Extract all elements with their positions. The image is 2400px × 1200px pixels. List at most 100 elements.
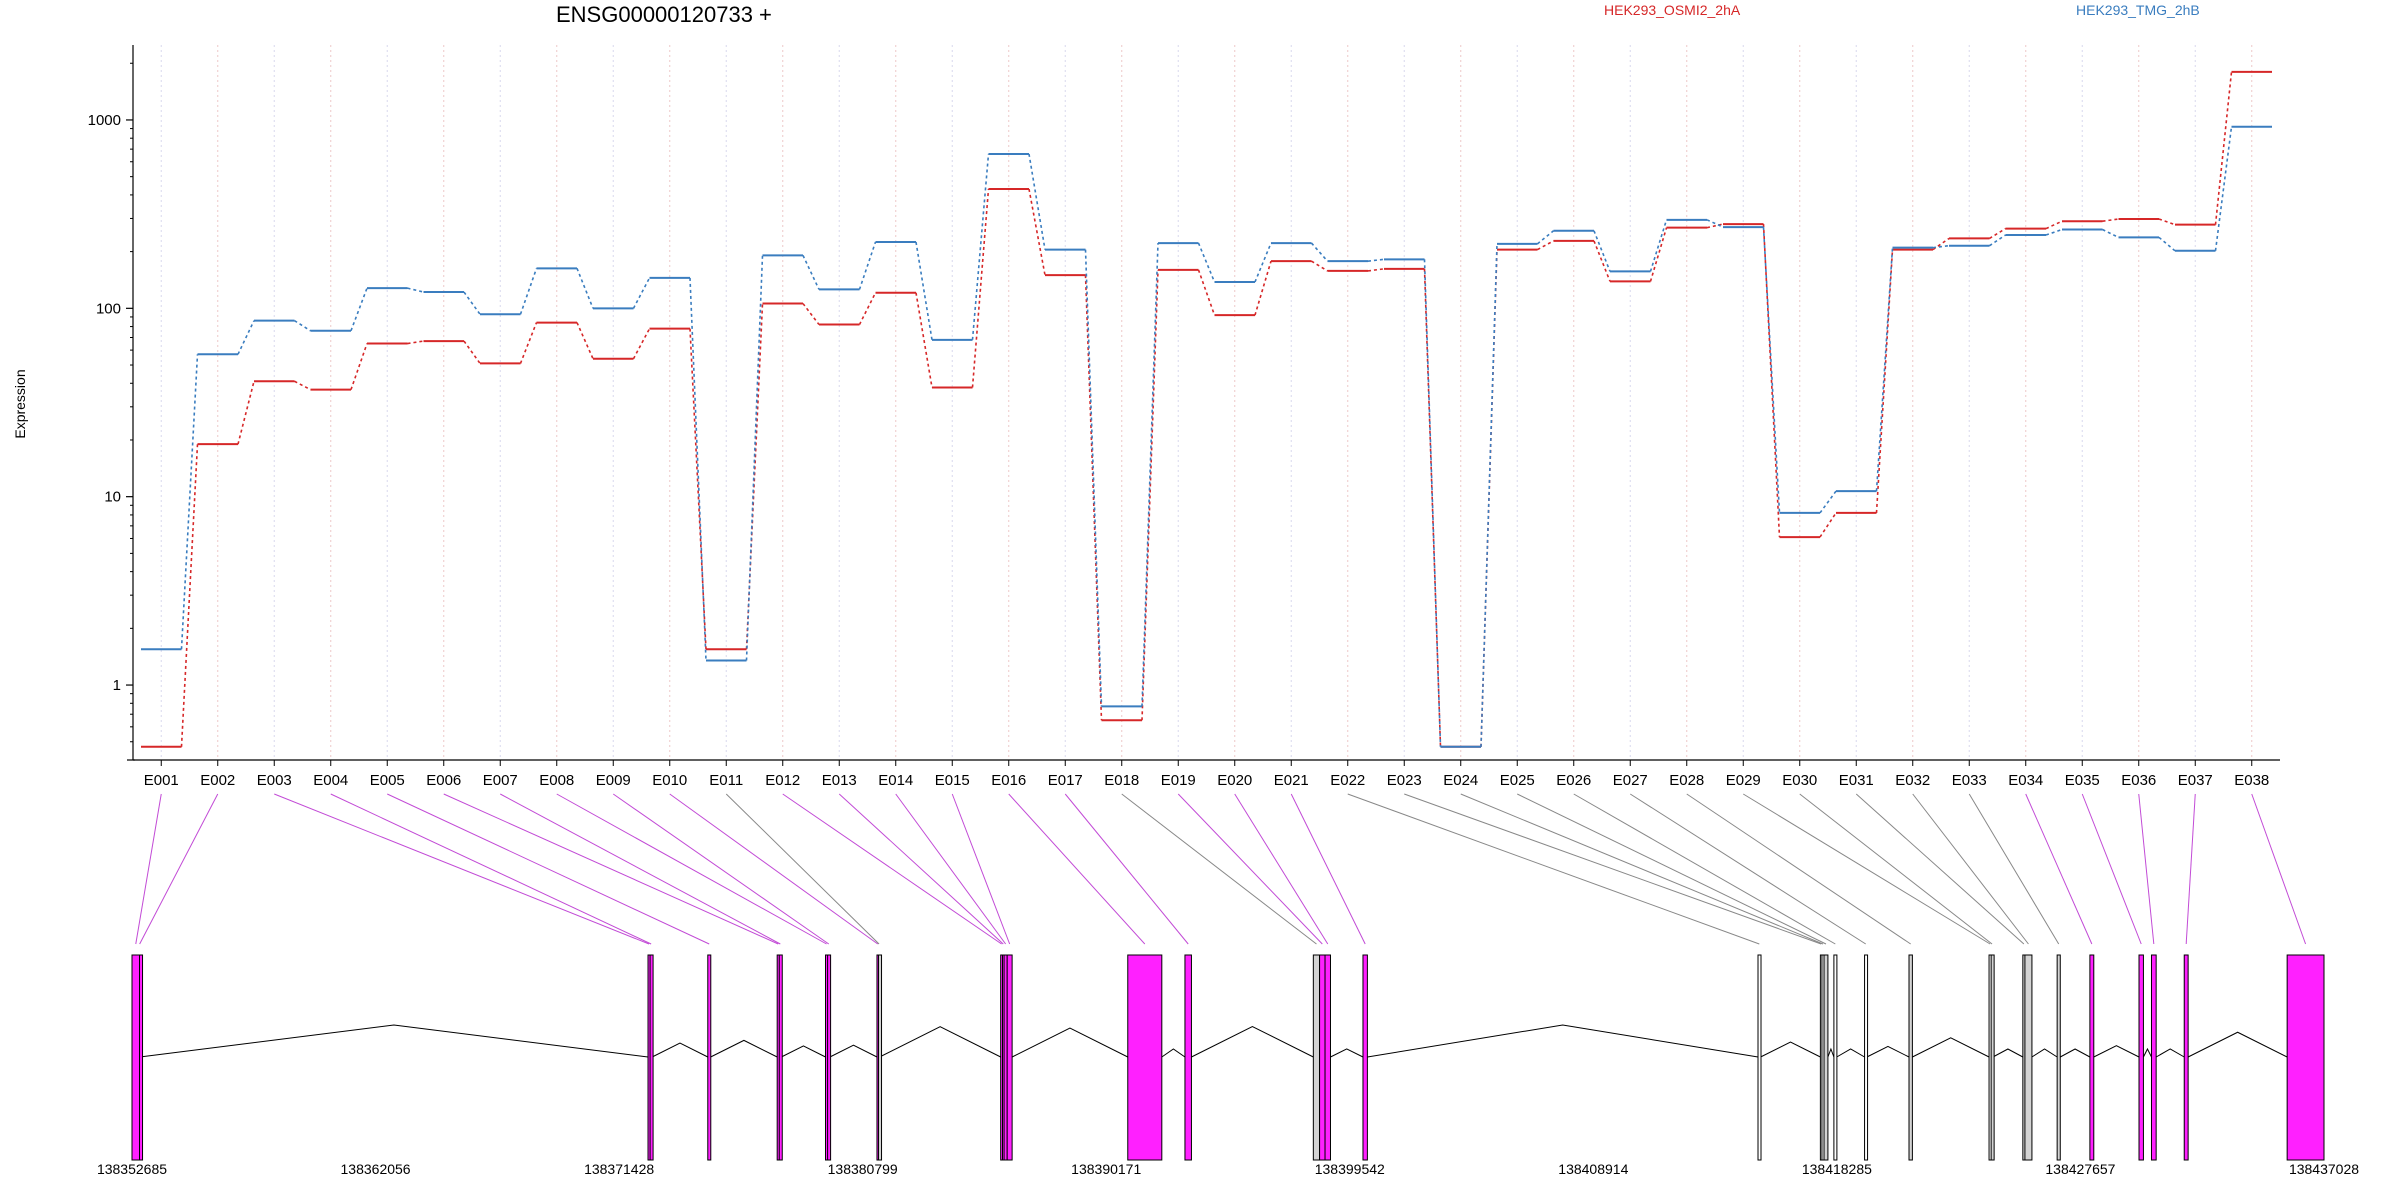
intron-line bbox=[2142, 1047, 2152, 1058]
series-2-connector bbox=[745, 255, 764, 661]
exon-connector-E022 bbox=[1347, 793, 1760, 945]
exon-connector-E008 bbox=[556, 793, 827, 945]
series-1-connector bbox=[632, 328, 651, 360]
x-tick-label-E018: E018 bbox=[1104, 772, 1139, 789]
x-tick-label-E004: E004 bbox=[313, 772, 348, 789]
x-tick-label-E037: E037 bbox=[2178, 772, 2213, 789]
exon-box-E004 bbox=[649, 954, 654, 1161]
exon-connector-E037 bbox=[2185, 793, 2196, 945]
x-tick-label-E020: E020 bbox=[1217, 772, 1252, 789]
x-tick-label-E001: E001 bbox=[144, 772, 179, 789]
legend-series-2: HEK293_TMG_2hB bbox=[2076, 2, 2200, 18]
series-2-connector bbox=[632, 277, 651, 309]
intron-line bbox=[829, 1044, 878, 1058]
exon-connector-E013 bbox=[838, 793, 1004, 945]
y-tick-label: 1000 bbox=[88, 112, 121, 129]
x-tick-label-E012: E012 bbox=[765, 772, 800, 789]
series-1-connector bbox=[1254, 260, 1272, 316]
series-2-connector bbox=[1028, 153, 1046, 250]
intron-line bbox=[2187, 1031, 2288, 1058]
x-tick-label-E010: E010 bbox=[652, 772, 687, 789]
series-2-connector bbox=[463, 291, 481, 315]
series-1-connector bbox=[407, 340, 424, 345]
x-tick-label-E015: E015 bbox=[935, 772, 970, 789]
series-2-connector bbox=[1367, 258, 1385, 262]
series-1 bbox=[141, 70, 2272, 748]
exon-connector-E021 bbox=[1290, 793, 1366, 945]
x-tick-label-E022: E022 bbox=[1330, 772, 1365, 789]
series-1-connector bbox=[1367, 268, 1385, 272]
series-2-connector bbox=[1819, 490, 1837, 514]
exon-connector-E020 bbox=[1234, 793, 1329, 945]
x-tick-label-E032: E032 bbox=[1895, 772, 1930, 789]
series-2-connector bbox=[350, 287, 368, 332]
series-1-connector bbox=[180, 444, 199, 747]
series-2-connector bbox=[858, 241, 877, 290]
exon-box-E032 bbox=[2024, 954, 2033, 1161]
intron-line bbox=[1191, 1025, 1314, 1058]
exon-connector-E003 bbox=[274, 793, 650, 945]
intron-line bbox=[651, 1042, 709, 1058]
series-1-connector bbox=[1819, 512, 1837, 538]
series-2-connector bbox=[1480, 243, 1498, 747]
series-1-connector bbox=[1311, 260, 1328, 272]
series-1-connector bbox=[463, 340, 481, 364]
intron-line bbox=[2031, 1048, 2058, 1058]
exon-box-E001 bbox=[131, 954, 141, 1161]
exon-connector-E034 bbox=[2025, 793, 2093, 945]
series-1-connector bbox=[2214, 71, 2233, 225]
intron-line bbox=[1827, 1047, 1835, 1058]
exon-connector-E010 bbox=[669, 793, 879, 945]
x-tick-label-E008: E008 bbox=[539, 772, 574, 789]
exon-connector-E009 bbox=[612, 793, 830, 945]
exon-box-E016 bbox=[1127, 954, 1163, 1161]
exon-connector-E016 bbox=[1008, 793, 1146, 945]
exon-box-E017 bbox=[1184, 954, 1192, 1161]
genomic-tick-label: 138418285 bbox=[1802, 1161, 1872, 1177]
y-tick-label: 100 bbox=[96, 300, 121, 317]
series-1-connector bbox=[1593, 240, 1611, 282]
series-2-connector bbox=[1141, 243, 1159, 707]
exon-box-E020 bbox=[1324, 954, 1331, 1161]
series-1-connector bbox=[689, 328, 707, 650]
exon-connector-E035 bbox=[2081, 793, 2142, 945]
exon-connector-E032 bbox=[1912, 793, 2029, 945]
x-tick-label-E011: E011 bbox=[709, 772, 743, 789]
series-2-connector bbox=[1593, 230, 1611, 272]
x-tick-label-E024: E024 bbox=[1443, 772, 1478, 789]
series-1-connector bbox=[1989, 227, 2006, 240]
series-2 bbox=[141, 125, 2272, 748]
exon-box-E025 bbox=[1823, 954, 1829, 1161]
genomic-tick-label: 138371428 bbox=[584, 1161, 654, 1177]
series-1-connector bbox=[1762, 224, 1781, 538]
exon-connector-E005 bbox=[387, 793, 710, 945]
genomic-tick-label: 138427657 bbox=[2045, 1161, 2115, 1177]
intron-line bbox=[139, 1024, 649, 1058]
exon-connector-E024 bbox=[1460, 793, 1824, 945]
series-1-connector bbox=[1649, 227, 1668, 282]
series-1-connector bbox=[802, 303, 820, 326]
series-2-connector bbox=[689, 277, 707, 661]
exon-connector-E011 bbox=[725, 793, 880, 945]
intron-line bbox=[1992, 1048, 2024, 1058]
series-1-connector bbox=[237, 381, 255, 445]
series-1-connector bbox=[1875, 249, 1894, 513]
x-tick-label-E035: E035 bbox=[2065, 772, 2100, 789]
exon-connector-E036 bbox=[2138, 793, 2155, 945]
exon-connector-E001 bbox=[135, 793, 162, 945]
exon-box-E011 bbox=[878, 954, 883, 1161]
x-tick-label-E031: E031 bbox=[1839, 772, 1874, 789]
series-2-connector bbox=[971, 153, 990, 340]
series-1-connector bbox=[915, 292, 933, 388]
series-1-connector bbox=[2102, 218, 2119, 223]
exon-box-E030 bbox=[1990, 954, 1995, 1161]
exon-connector-E038 bbox=[2251, 793, 2307, 945]
exon-box-E018 bbox=[1312, 954, 1321, 1161]
series-2-connector bbox=[2214, 126, 2233, 251]
x-tick-label-E030: E030 bbox=[1782, 772, 1817, 789]
exon-box-E026 bbox=[1833, 954, 1838, 1161]
series-1-connector bbox=[745, 303, 764, 650]
intron-line bbox=[1912, 1037, 1990, 1058]
x-tick-label-E002: E002 bbox=[200, 772, 235, 789]
